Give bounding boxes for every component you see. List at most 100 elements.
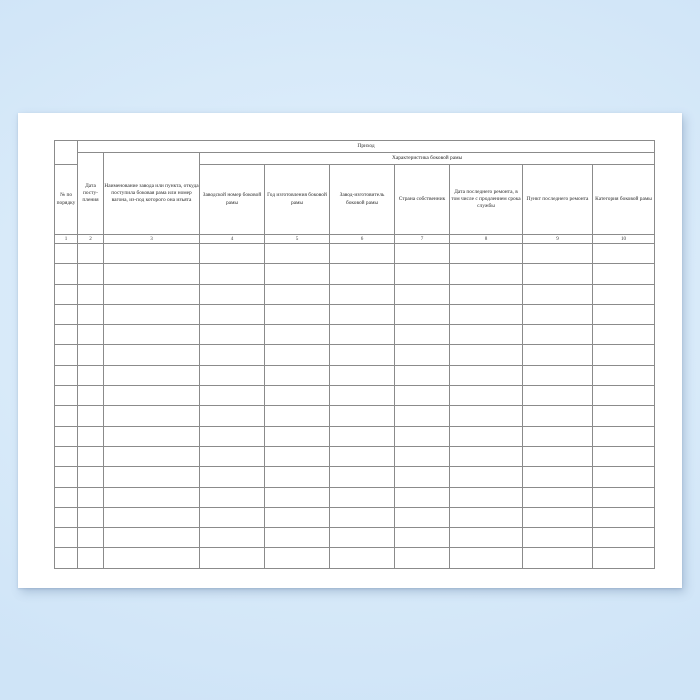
- table-cell-empty[interactable]: [394, 527, 450, 549]
- table-cell-empty[interactable]: [103, 283, 200, 305]
- table-cell-empty[interactable]: [591, 324, 656, 346]
- table-cell-empty[interactable]: [199, 242, 265, 265]
- table-cell-empty[interactable]: [591, 344, 656, 366]
- table-cell-empty[interactable]: [591, 405, 656, 427]
- table-cell-empty[interactable]: [329, 425, 395, 447]
- table-cell-empty[interactable]: [591, 527, 656, 549]
- table-cell-empty[interactable]: [54, 425, 78, 447]
- table-cell-empty[interactable]: [329, 527, 395, 549]
- table-cell-empty[interactable]: [54, 506, 78, 529]
- table-cell-empty[interactable]: [264, 445, 330, 468]
- table-cell-empty[interactable]: [522, 466, 593, 488]
- table-cell-empty[interactable]: [264, 242, 330, 265]
- table-cell-empty[interactable]: [329, 283, 395, 305]
- table-cell-empty[interactable]: [522, 324, 593, 346]
- table-cell-empty[interactable]: [591, 466, 656, 488]
- table-cell-empty[interactable]: [449, 324, 523, 346]
- table-cell-empty[interactable]: [199, 283, 265, 305]
- table-cell-empty[interactable]: [522, 445, 593, 468]
- table-cell-empty[interactable]: [449, 486, 523, 508]
- table-cell-empty[interactable]: [103, 547, 200, 569]
- table-cell-empty[interactable]: [329, 445, 395, 468]
- table-cell-empty[interactable]: [103, 486, 200, 508]
- table-cell-empty[interactable]: [329, 364, 395, 387]
- table-cell-empty[interactable]: [199, 527, 265, 549]
- table-cell-empty[interactable]: [449, 385, 523, 407]
- table-cell-empty[interactable]: [54, 303, 78, 326]
- table-cell-empty[interactable]: [394, 283, 450, 305]
- table-cell-empty[interactable]: [449, 263, 523, 285]
- table-cell-empty[interactable]: [394, 263, 450, 285]
- table-cell-empty[interactable]: [103, 466, 200, 488]
- table-cell-empty[interactable]: [591, 242, 656, 265]
- table-cell-empty[interactable]: [77, 263, 104, 285]
- table-cell-empty[interactable]: [54, 527, 78, 549]
- table-cell-empty[interactable]: [199, 425, 265, 447]
- table-cell-empty[interactable]: [103, 445, 200, 468]
- table-cell-empty[interactable]: [264, 547, 330, 569]
- table-cell-empty[interactable]: [329, 547, 395, 569]
- table-cell-empty[interactable]: [329, 385, 395, 407]
- table-cell-empty[interactable]: [591, 263, 656, 285]
- table-cell-empty[interactable]: [449, 344, 523, 366]
- table-cell-empty[interactable]: [54, 263, 78, 285]
- table-cell-empty[interactable]: [329, 344, 395, 366]
- table-cell-empty[interactable]: [199, 324, 265, 346]
- table-cell-empty[interactable]: [591, 303, 656, 326]
- table-cell-empty[interactable]: [522, 486, 593, 508]
- table-cell-empty[interactable]: [199, 445, 265, 468]
- table-cell-empty[interactable]: [264, 385, 330, 407]
- table-cell-empty[interactable]: [77, 466, 104, 488]
- table-cell-empty[interactable]: [394, 385, 450, 407]
- table-cell-empty[interactable]: [449, 445, 523, 468]
- table-cell-empty[interactable]: [54, 324, 78, 346]
- table-cell-empty[interactable]: [77, 405, 104, 427]
- table-cell-empty[interactable]: [329, 506, 395, 529]
- table-cell-empty[interactable]: [54, 547, 78, 569]
- table-cell-empty[interactable]: [449, 283, 523, 305]
- table-cell-empty[interactable]: [449, 527, 523, 549]
- table-cell-empty[interactable]: [394, 425, 450, 447]
- table-cell-empty[interactable]: [329, 263, 395, 285]
- table-cell-empty[interactable]: [103, 303, 200, 326]
- table-cell-empty[interactable]: [54, 344, 78, 366]
- table-cell-empty[interactable]: [103, 263, 200, 285]
- table-cell-empty[interactable]: [199, 486, 265, 508]
- table-cell-empty[interactable]: [591, 385, 656, 407]
- table-cell-empty[interactable]: [199, 506, 265, 529]
- table-cell-empty[interactable]: [199, 263, 265, 285]
- table-cell-empty[interactable]: [449, 425, 523, 447]
- table-cell-empty[interactable]: [103, 506, 200, 529]
- table-cell-empty[interactable]: [591, 445, 656, 468]
- table-cell-empty[interactable]: [54, 486, 78, 508]
- table-cell-empty[interactable]: [103, 364, 200, 387]
- table-cell-empty[interactable]: [522, 405, 593, 427]
- table-cell-empty[interactable]: [522, 506, 593, 529]
- table-cell-empty[interactable]: [199, 303, 265, 326]
- table-cell-empty[interactable]: [394, 466, 450, 488]
- table-cell-empty[interactable]: [264, 283, 330, 305]
- table-cell-empty[interactable]: [264, 527, 330, 549]
- table-cell-empty[interactable]: [394, 324, 450, 346]
- table-cell-empty[interactable]: [54, 405, 78, 427]
- table-cell-empty[interactable]: [449, 364, 523, 387]
- table-cell-empty[interactable]: [522, 344, 593, 366]
- table-cell-empty[interactable]: [394, 364, 450, 387]
- table-cell-empty[interactable]: [77, 364, 104, 387]
- table-cell-empty[interactable]: [329, 405, 395, 427]
- table-cell-empty[interactable]: [394, 486, 450, 508]
- table-cell-empty[interactable]: [77, 303, 104, 326]
- table-cell-empty[interactable]: [103, 385, 200, 407]
- table-cell-empty[interactable]: [591, 283, 656, 305]
- table-cell-empty[interactable]: [449, 466, 523, 488]
- table-cell-empty[interactable]: [329, 486, 395, 508]
- table-cell-empty[interactable]: [522, 263, 593, 285]
- table-cell-empty[interactable]: [264, 486, 330, 508]
- table-cell-empty[interactable]: [264, 506, 330, 529]
- table-cell-empty[interactable]: [54, 466, 78, 488]
- table-cell-empty[interactable]: [264, 324, 330, 346]
- table-cell-empty[interactable]: [394, 445, 450, 468]
- table-cell-empty[interactable]: [522, 425, 593, 447]
- table-cell-empty[interactable]: [264, 405, 330, 427]
- table-cell-empty[interactable]: [77, 527, 104, 549]
